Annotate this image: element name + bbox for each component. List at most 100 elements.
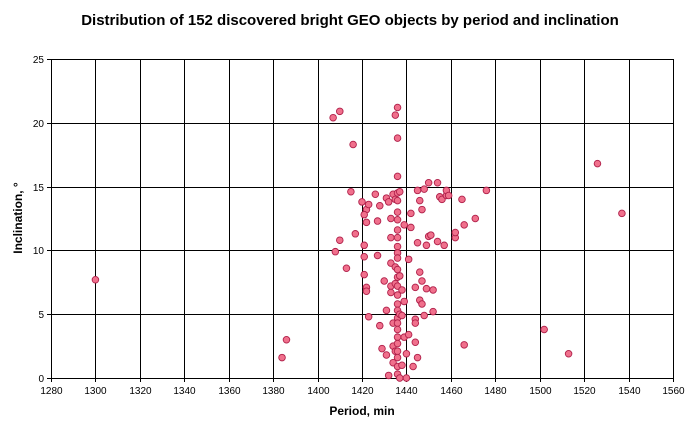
data-point xyxy=(393,254,402,262)
data-point xyxy=(420,311,428,320)
data-point xyxy=(393,196,402,205)
data-point xyxy=(451,228,460,237)
data-point xyxy=(393,103,402,112)
y-tick-label: 0 xyxy=(38,374,44,385)
data-point xyxy=(411,319,420,327)
data-point xyxy=(393,347,402,355)
data-point xyxy=(393,216,402,224)
y-tick-label: 20 xyxy=(33,119,45,130)
data-point xyxy=(429,286,437,294)
data-point xyxy=(433,179,442,187)
data-point xyxy=(427,231,435,239)
data-point xyxy=(378,344,386,353)
data-point xyxy=(360,241,368,250)
x-tick-label: 1380 xyxy=(262,386,285,397)
data-points xyxy=(91,103,626,382)
data-point xyxy=(351,230,360,238)
x-tick-label: 1340 xyxy=(173,386,196,397)
data-point xyxy=(387,288,395,297)
data-point xyxy=(393,242,402,251)
data-point xyxy=(329,113,337,122)
y-axis-ticks: 0 5 10 15 20 25 xyxy=(33,55,51,385)
data-point xyxy=(360,270,368,279)
data-point xyxy=(376,201,384,210)
data-point xyxy=(393,300,402,308)
data-point xyxy=(407,209,415,218)
data-point xyxy=(400,221,408,229)
x-tick-label: 1320 xyxy=(129,386,152,397)
data-point xyxy=(393,265,402,274)
data-point xyxy=(409,362,417,371)
data-point xyxy=(460,221,468,229)
data-point xyxy=(382,306,391,315)
data-point xyxy=(387,214,395,223)
data-point xyxy=(424,179,433,187)
data-point xyxy=(400,297,408,306)
data-point xyxy=(393,353,402,362)
data-point xyxy=(471,214,480,223)
x-tick-label: 1500 xyxy=(529,386,552,397)
data-point xyxy=(404,330,413,339)
data-point xyxy=(371,190,380,199)
data-point xyxy=(416,196,424,205)
data-point xyxy=(422,284,431,293)
data-point xyxy=(398,286,406,294)
data-point xyxy=(336,236,344,244)
x-tick-label: 1540 xyxy=(618,386,641,397)
x-axis-label: Period, min xyxy=(329,404,395,418)
data-point xyxy=(429,307,437,316)
data-point xyxy=(393,291,402,299)
data-point xyxy=(358,198,366,206)
data-point xyxy=(347,187,355,196)
data-point xyxy=(396,272,404,280)
y-tick-label: 5 xyxy=(38,310,44,321)
chart-title: Distribution of 152 discovered bright GE… xyxy=(81,12,619,29)
data-point xyxy=(618,209,626,218)
data-point xyxy=(393,172,402,181)
data-point xyxy=(482,186,491,195)
data-point xyxy=(393,208,402,216)
data-point xyxy=(393,333,402,341)
data-point xyxy=(373,217,382,225)
x-tick-label: 1460 xyxy=(440,386,463,397)
x-tick-label: 1480 xyxy=(484,386,507,397)
data-point xyxy=(422,241,431,250)
x-tick-label: 1520 xyxy=(573,386,596,397)
data-point xyxy=(331,247,340,256)
data-point xyxy=(349,140,357,149)
y-tick-label: 10 xyxy=(33,246,45,257)
y-tick-label: 25 xyxy=(33,55,45,66)
data-point xyxy=(418,277,426,285)
data-point xyxy=(373,251,382,260)
data-point xyxy=(440,241,448,250)
data-point xyxy=(384,371,393,380)
data-point xyxy=(398,311,406,320)
x-tick-label: 1360 xyxy=(218,386,241,397)
data-point xyxy=(458,195,466,204)
data-point xyxy=(402,350,411,358)
data-point xyxy=(418,300,426,308)
data-point xyxy=(420,185,428,193)
data-point xyxy=(393,325,402,334)
data-point xyxy=(460,341,468,349)
data-point xyxy=(382,351,391,359)
data-point xyxy=(364,313,373,321)
data-point xyxy=(418,205,426,214)
data-point xyxy=(407,223,415,232)
data-point xyxy=(393,233,402,242)
data-point xyxy=(393,339,402,348)
data-point xyxy=(282,335,291,344)
data-point xyxy=(393,226,402,234)
data-point xyxy=(404,255,413,264)
data-point xyxy=(402,374,411,382)
y-axis-label: Inclination, ° xyxy=(11,182,25,254)
data-point xyxy=(91,275,100,284)
data-point xyxy=(396,187,404,196)
y-tick-label: 15 xyxy=(33,183,45,194)
data-point xyxy=(376,321,384,330)
data-point xyxy=(413,353,422,362)
data-point xyxy=(380,277,388,285)
data-point xyxy=(411,338,420,347)
x-tick-label: 1280 xyxy=(40,386,63,397)
